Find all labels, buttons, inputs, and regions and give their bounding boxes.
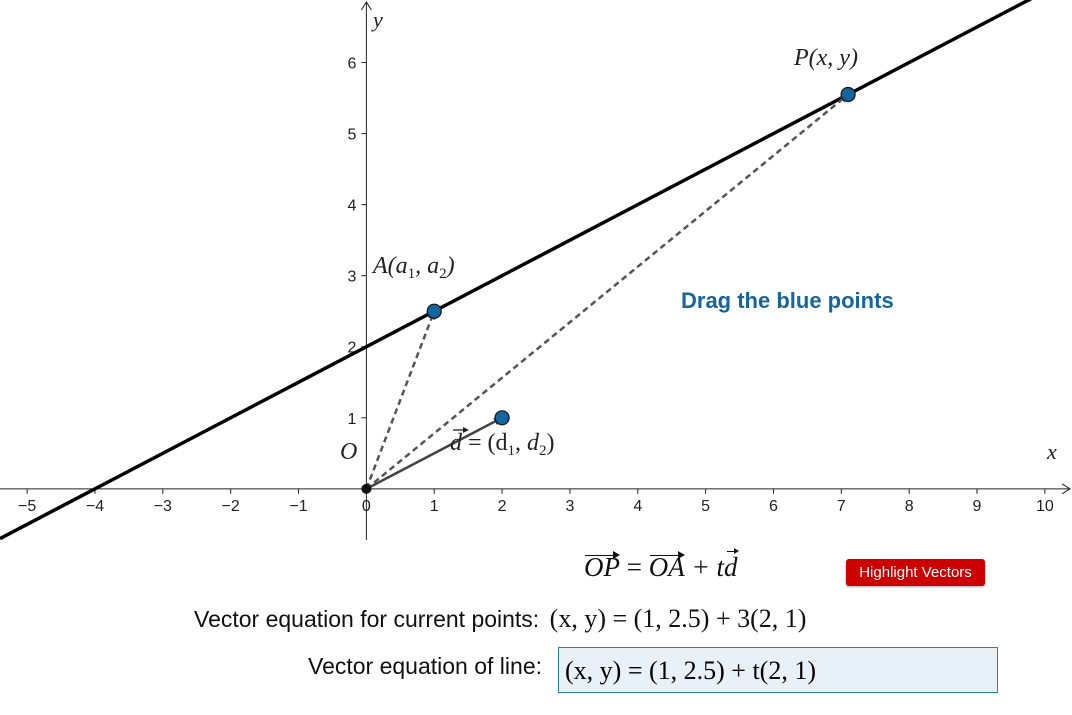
svg-text:d = (d1, d2): d = (d1, d2): [450, 430, 555, 459]
line-equation-value: (x, y) = (1, 2.5) + t(2, 1): [565, 656, 816, 685]
y-axis-arrow: [360, 1, 372, 11]
x-tick-label: 9: [973, 498, 982, 515]
label-layer: x y O A(a1, a2) P(x, y) d = (d1, d2) Dra…: [340, 7, 1057, 465]
oa-vector: OA: [648, 551, 685, 582]
y-tick-label: 5: [347, 127, 356, 144]
x-tick-label: 1: [430, 498, 439, 515]
line-equation-label-row: Vector equation of line:: [308, 653, 542, 680]
y-tick-label: 1: [347, 411, 356, 428]
axis-ticks: −5 −4 −3 −2 −1 0 1 2 3 4 5 6 7 8 9 10 1 2 3 4 5 6: [18, 56, 1054, 515]
x-tick-label: −5: [18, 498, 36, 515]
x-tick-label: 0: [362, 498, 371, 515]
point-d-label: d = (d1, d2): [450, 427, 555, 459]
y-tick-label: 3: [347, 269, 356, 286]
point-p[interactable]: [840, 86, 856, 103]
formula-equals: =: [620, 552, 649, 582]
drag-hint-text: Drag the blue points: [681, 288, 894, 313]
x-tick-label: 3: [565, 498, 574, 515]
x-tick-label: −1: [289, 498, 307, 515]
vector-oa: [365, 310, 436, 490]
x-axis-arrow: [1061, 483, 1071, 495]
axes: [0, 1, 1071, 540]
line-equation-input[interactable]: (x, y) = (1, 2.5) + t(2, 1): [558, 647, 998, 693]
d-vector-arrowhead: [463, 427, 469, 433]
x-tick-label: 2: [498, 498, 507, 515]
x-tick-label: 8: [905, 498, 914, 515]
vector-line: [0, 0, 1033, 540]
origin-point: [361, 483, 372, 494]
d-vector: d: [723, 548, 739, 582]
current-points-equation-value: (x, y) = (1, 2.5) + 3(2, 1): [549, 604, 807, 633]
x-tick-label: 10: [1036, 498, 1054, 515]
vector-op: [365, 93, 849, 490]
point-a[interactable]: [426, 303, 442, 319]
point-layer: [361, 86, 856, 494]
coordinate-graph: −5 −4 −3 −2 −1 0 1 2 3 4 5 6 7 8 9 10 1 2 3 4 5 6 x y O A(a1,…: [0, 0, 1071, 540]
x-tick-label: 7: [837, 498, 846, 515]
vector-d: [365, 416, 503, 490]
vector-formula: OP = OA + td: [584, 548, 739, 583]
op-vector: OP: [584, 551, 620, 582]
point-p-label: P(x, y): [793, 45, 858, 71]
line-equation-label: Vector equation of line:: [308, 653, 542, 679]
x-tick-label: 4: [633, 498, 642, 515]
point-d[interactable]: [494, 410, 510, 426]
x-tick-label: −3: [154, 498, 172, 515]
y-tick-label: 6: [347, 56, 356, 73]
current-points-equation-label: Vector equation for current points:: [194, 606, 540, 632]
current-points-equation-row: Vector equation for current points: (x, …: [194, 604, 806, 634]
x-tick-label: 5: [701, 498, 710, 515]
point-a-label: A(a1, a2): [371, 253, 455, 282]
highlight-vectors-button[interactable]: Highlight Vectors: [846, 559, 985, 586]
y-axis-label: y: [371, 7, 383, 32]
y-tick-label: 4: [347, 198, 356, 215]
formula-plus-t: + t: [684, 552, 724, 582]
origin-label: O: [340, 439, 357, 465]
vector-layer: [365, 93, 849, 490]
y-tick-label: 2: [347, 340, 356, 357]
x-tick-label: 6: [769, 498, 778, 515]
line-layer: [0, 0, 1033, 540]
x-axis-label: x: [1046, 439, 1057, 464]
x-tick-label: −4: [86, 498, 104, 515]
x-tick-label: −2: [222, 498, 240, 515]
